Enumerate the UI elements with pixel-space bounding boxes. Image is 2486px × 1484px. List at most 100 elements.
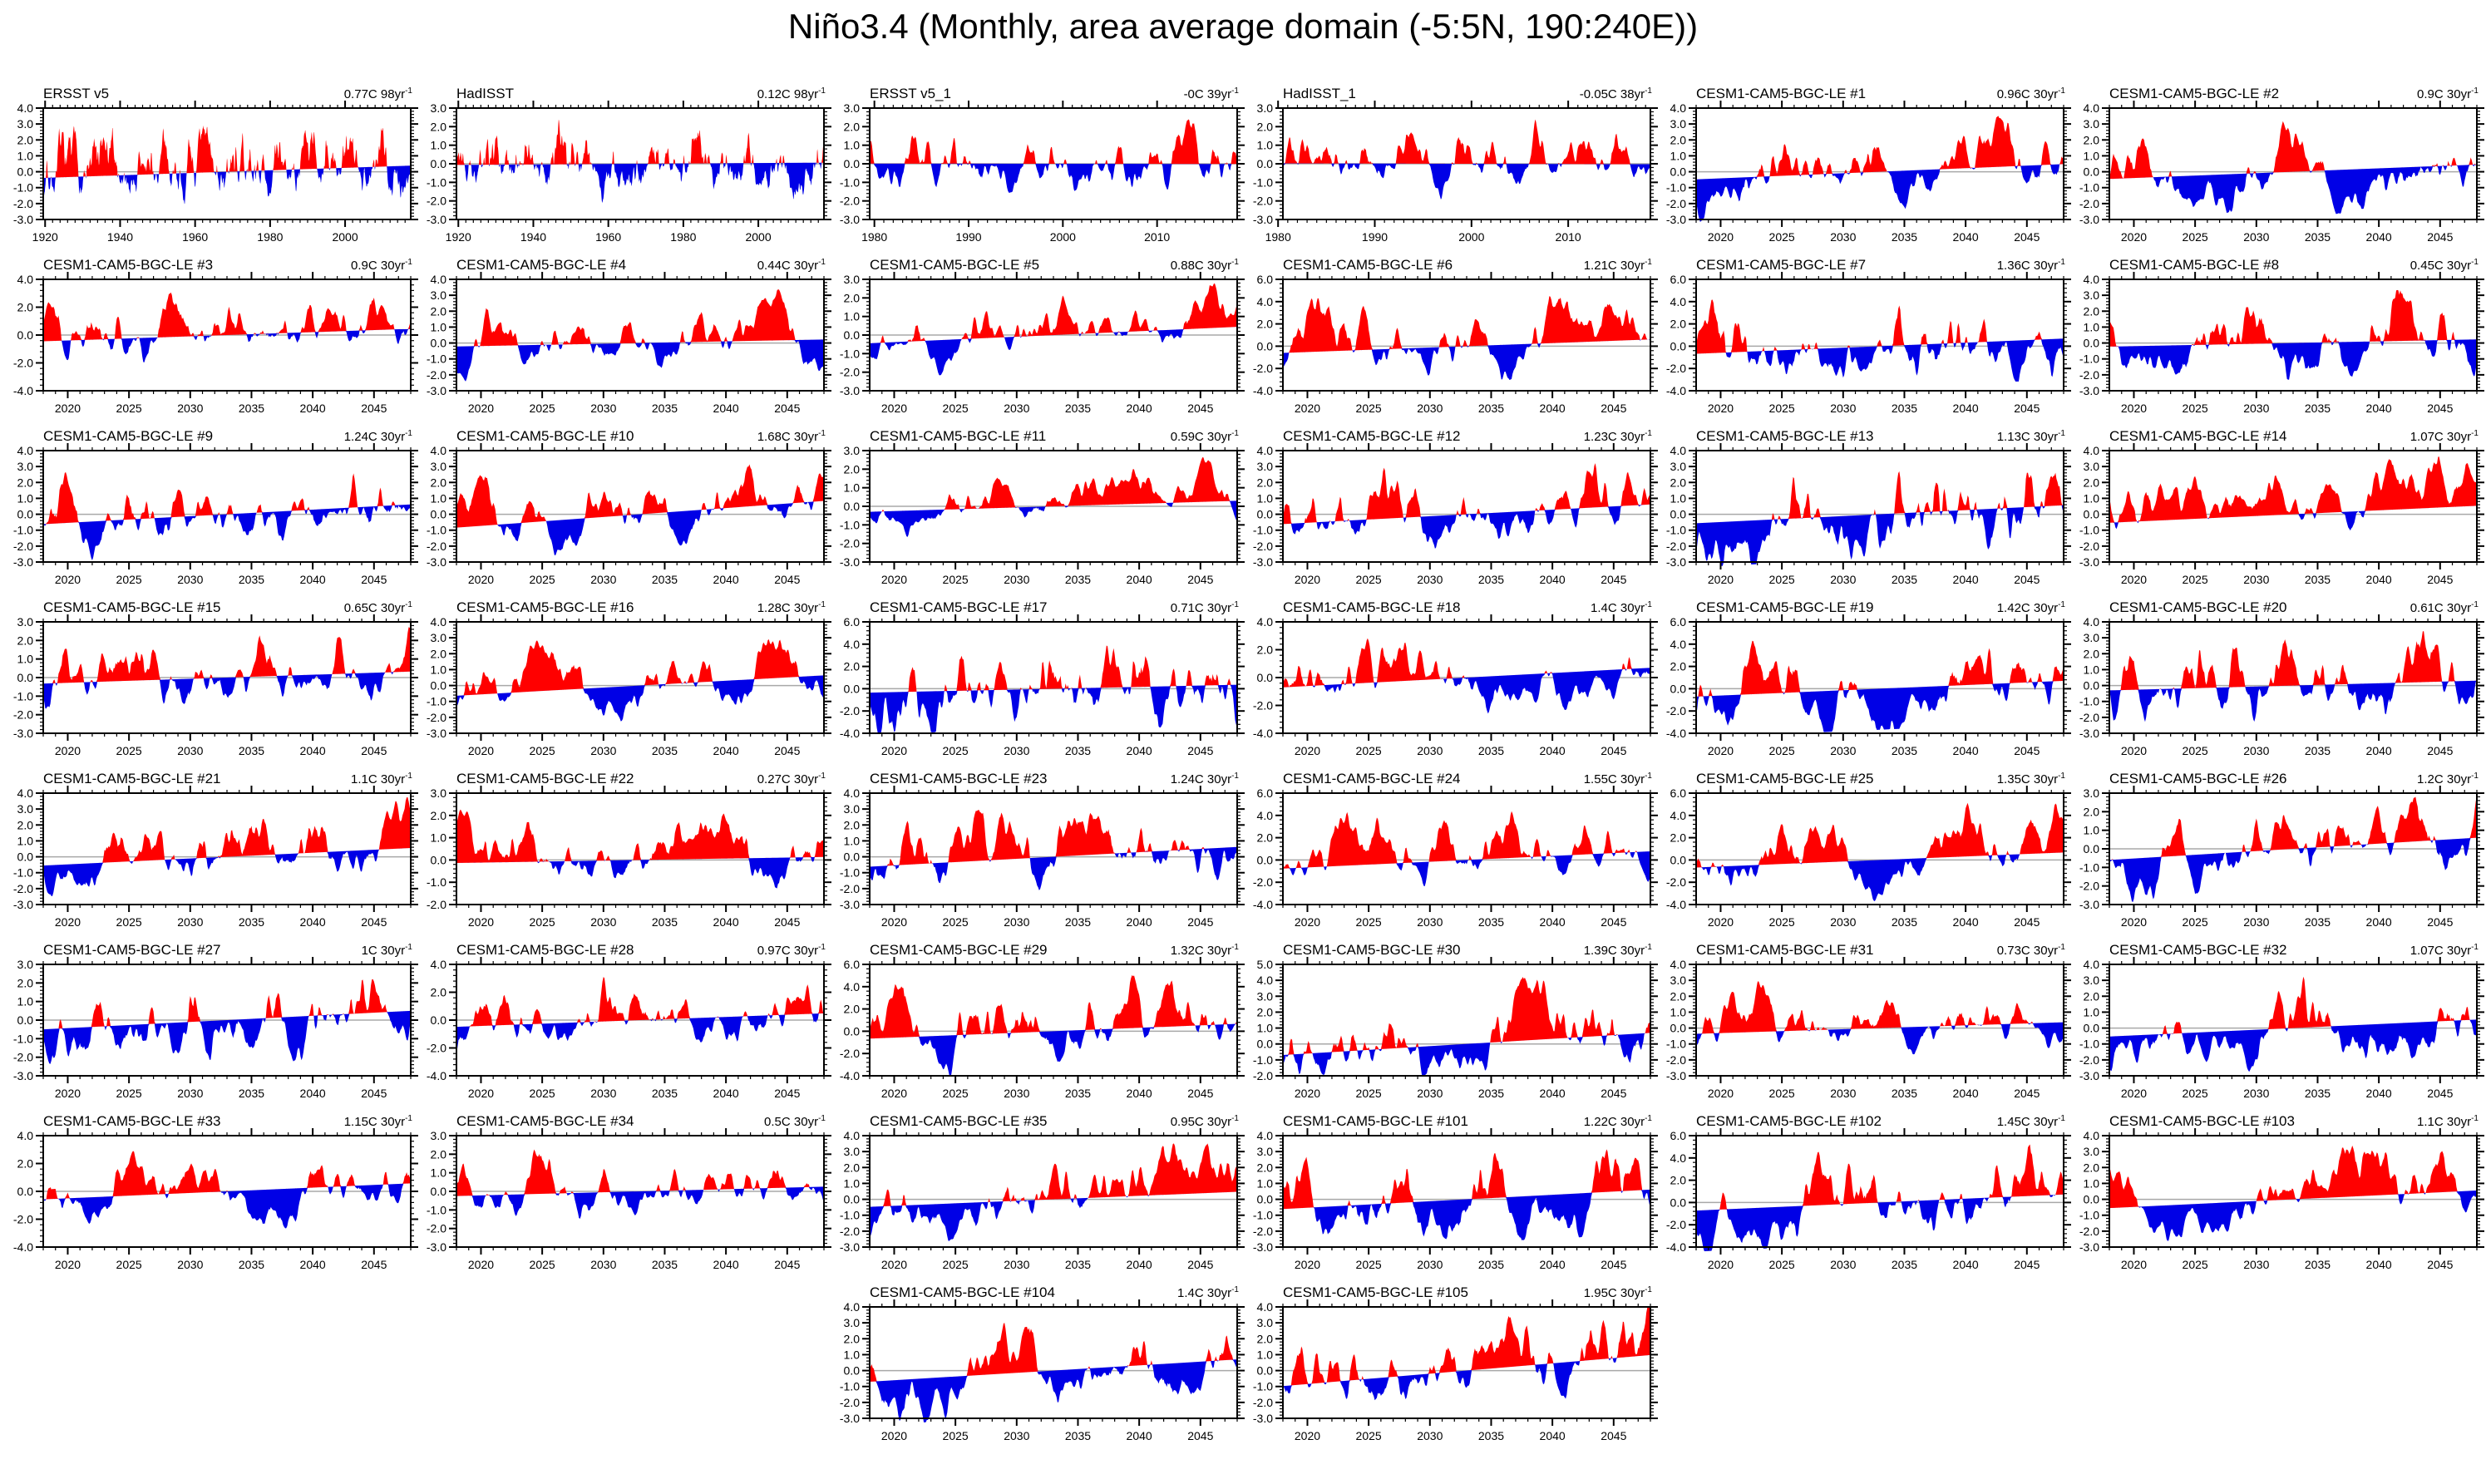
negative-anomaly-area	[870, 327, 1237, 376]
y-tick-label: 0.0	[1257, 1364, 1274, 1378]
x-tick-label: 2045	[774, 915, 800, 929]
panel-title: CESM1-CAM5-BGC-LE #10	[456, 428, 634, 444]
y-tick-label: 3.0	[431, 288, 447, 302]
y-tick-label: 1.0	[1257, 1022, 1274, 1035]
x-tick-label: 2035	[239, 1087, 264, 1100]
x-tick-label: 2025	[2183, 915, 2208, 929]
y-tick-label: -1.0	[1253, 1380, 1273, 1393]
y-tick-label: -3.0	[427, 384, 446, 397]
y-tick-label: 3.0	[431, 460, 447, 473]
negative-anomaly-area	[2109, 339, 2477, 380]
panel-trend-label: 1.24C 30yr-1	[1171, 772, 1240, 786]
y-tick-label: 1.0	[844, 1348, 861, 1361]
y-tick-label: 0.0	[1670, 1196, 1687, 1209]
x-tick-label: 2000	[1458, 230, 1484, 244]
y-tick-label: -1.0	[427, 524, 446, 537]
x-tick-label: 2040	[1540, 402, 1566, 415]
y-tick-label: -2.0	[2079, 1053, 2099, 1067]
plot-box	[42, 107, 412, 220]
panel-trend-label: 0.59C 30yr-1	[1171, 429, 1240, 444]
y-tick-label: 0.0	[1257, 157, 1274, 170]
y-tick-label: -3.0	[840, 898, 860, 911]
y-tick-label: 1.0	[2084, 149, 2100, 162]
x-tick-label: 2040	[300, 402, 326, 415]
x-tick-label: 2045	[2014, 573, 2040, 586]
y-tick-label: 4.0	[1257, 444, 1274, 457]
y-tick-label: 2.0	[2084, 989, 2100, 1003]
y-tick-label: -1.0	[2079, 1038, 2099, 1051]
y-tick-label: 2.0	[844, 660, 861, 673]
y-tick-label: 0.0	[844, 328, 861, 342]
y-tick-label: -3.0	[1666, 213, 1686, 226]
chart-panel: CESM1-CAM5-BGC-LE #1 0.96C 30yr-1 -3.0 -2.0…	[1658, 83, 2071, 254]
x-tick-label: 2020	[55, 744, 81, 757]
positive-anomaly-area	[1696, 802, 2064, 868]
positive-anomaly-area	[1696, 1144, 2064, 1211]
negative-anomaly-area	[1283, 668, 1650, 714]
x-tick-label: 2030	[590, 1087, 616, 1100]
negative-anomaly-area	[456, 856, 824, 889]
chart-panel: CESM1-CAM5-BGC-LE #17 0.71C 30yr-1 -4.0 -2.…	[831, 597, 1245, 768]
y-tick-label: 3.0	[17, 460, 34, 473]
x-tick-label: 2035	[1892, 1087, 1917, 1100]
panel-title: CESM1-CAM5-BGC-LE #5	[870, 257, 1039, 273]
y-tick-label: 4.0	[2084, 101, 2100, 115]
positive-anomaly-area	[1283, 119, 1650, 165]
panel-trend-label: 1.2C 30yr-1	[2417, 772, 2479, 786]
y-tick-label: -2.0	[840, 1396, 860, 1409]
chart-panel: CESM1-CAM5-BGC-LE #2 0.9C 30yr-1 -3.0 -2.0 -…	[2071, 83, 2484, 254]
chart-panel: CESM1-CAM5-BGC-LE #8 0.45C 30yr-1 -3.0 -2.0…	[2071, 254, 2484, 426]
x-tick-label: 2035	[1065, 1258, 1091, 1271]
y-tick-label: 3.0	[844, 444, 861, 457]
x-tick-label: 2030	[1830, 573, 1856, 586]
y-tick-label: 4.0	[844, 1129, 861, 1142]
x-tick-label: 2035	[239, 402, 264, 415]
y-tick-label: 2.0	[1670, 1174, 1687, 1187]
x-tick-label: 2020	[468, 573, 494, 586]
x-tick-label: 2020	[1295, 744, 1320, 757]
negative-anomaly-area	[2109, 1019, 2477, 1072]
y-tick-label: 0.0	[844, 1364, 861, 1378]
positive-anomaly-area	[2109, 289, 2477, 347]
chart-panel-svg: CESM1-CAM5-BGC-LE #25 1.35C 30yr-1 -4.0 -2.…	[1666, 771, 2071, 929]
positive-anomaly-area	[43, 125, 411, 178]
y-tick-label: 3.0	[431, 1129, 447, 1142]
y-tick-label: -2.0	[427, 711, 446, 724]
y-tick-label: 1.0	[1257, 491, 1274, 505]
y-tick-label: 4.0	[1670, 444, 1687, 457]
y-tick-label: 0.0	[1257, 339, 1274, 353]
chart-panel-svg: CESM1-CAM5-BGC-LE #9 1.24C 30yr-1 -3.0 -2.0…	[13, 428, 418, 586]
y-tick-label: 0.0	[844, 682, 861, 695]
x-tick-label: 2045	[774, 1087, 800, 1100]
x-tick-label: 2025	[943, 573, 969, 586]
chart-panel-svg: CESM1-CAM5-BGC-LE #29 1.32C 30yr-1 -4.0 -2.…	[840, 942, 1245, 1100]
x-tick-label: 2040	[1127, 1087, 1152, 1100]
y-tick-label: 2.0	[2084, 805, 2100, 818]
x-tick-label: 2025	[2183, 1087, 2208, 1100]
panel-trend-label: 0.12C 98yr-1	[757, 86, 826, 101]
x-tick-label: 2020	[881, 573, 907, 586]
x-tick-label: 2025	[530, 1258, 555, 1271]
y-tick-label: 0.0	[1670, 508, 1687, 521]
y-tick-label: -1.0	[840, 1209, 860, 1222]
x-tick-label: 2045	[2427, 915, 2453, 929]
chart-panel-svg: ERSST v5 0.77C 98yr-1 -3.0 -2.0 -1.0 0.0 1.0 2.…	[13, 86, 418, 244]
y-tick-label: -1.0	[427, 353, 446, 366]
panel-trend-label: 1.15C 30yr-1	[344, 1114, 413, 1129]
x-tick-label: 2035	[1478, 402, 1504, 415]
y-tick-label: 3.0	[17, 117, 34, 131]
chart-panel: CESM1-CAM5-BGC-LE #101 1.22C 30yr-1 -3.0 -2…	[1245, 1111, 1658, 1282]
positive-anomaly-area	[456, 977, 824, 1028]
y-tick-label: 4.0	[844, 980, 861, 993]
positive-anomaly-area	[1696, 640, 2064, 697]
x-tick-label: 2025	[116, 915, 142, 929]
x-tick-label: 2020	[1708, 1258, 1734, 1271]
y-tick-label: -1.0	[1666, 181, 1686, 195]
y-tick-label: -2.0	[2079, 540, 2099, 553]
y-tick-label: -2.0	[13, 1051, 33, 1064]
x-tick-label: 2030	[1417, 915, 1443, 929]
positive-anomaly-area	[2109, 1145, 2477, 1209]
x-tick-label: 2020	[55, 1258, 81, 1271]
y-tick-label: 2.0	[1257, 1005, 1274, 1018]
y-tick-label: -2.0	[13, 540, 33, 553]
